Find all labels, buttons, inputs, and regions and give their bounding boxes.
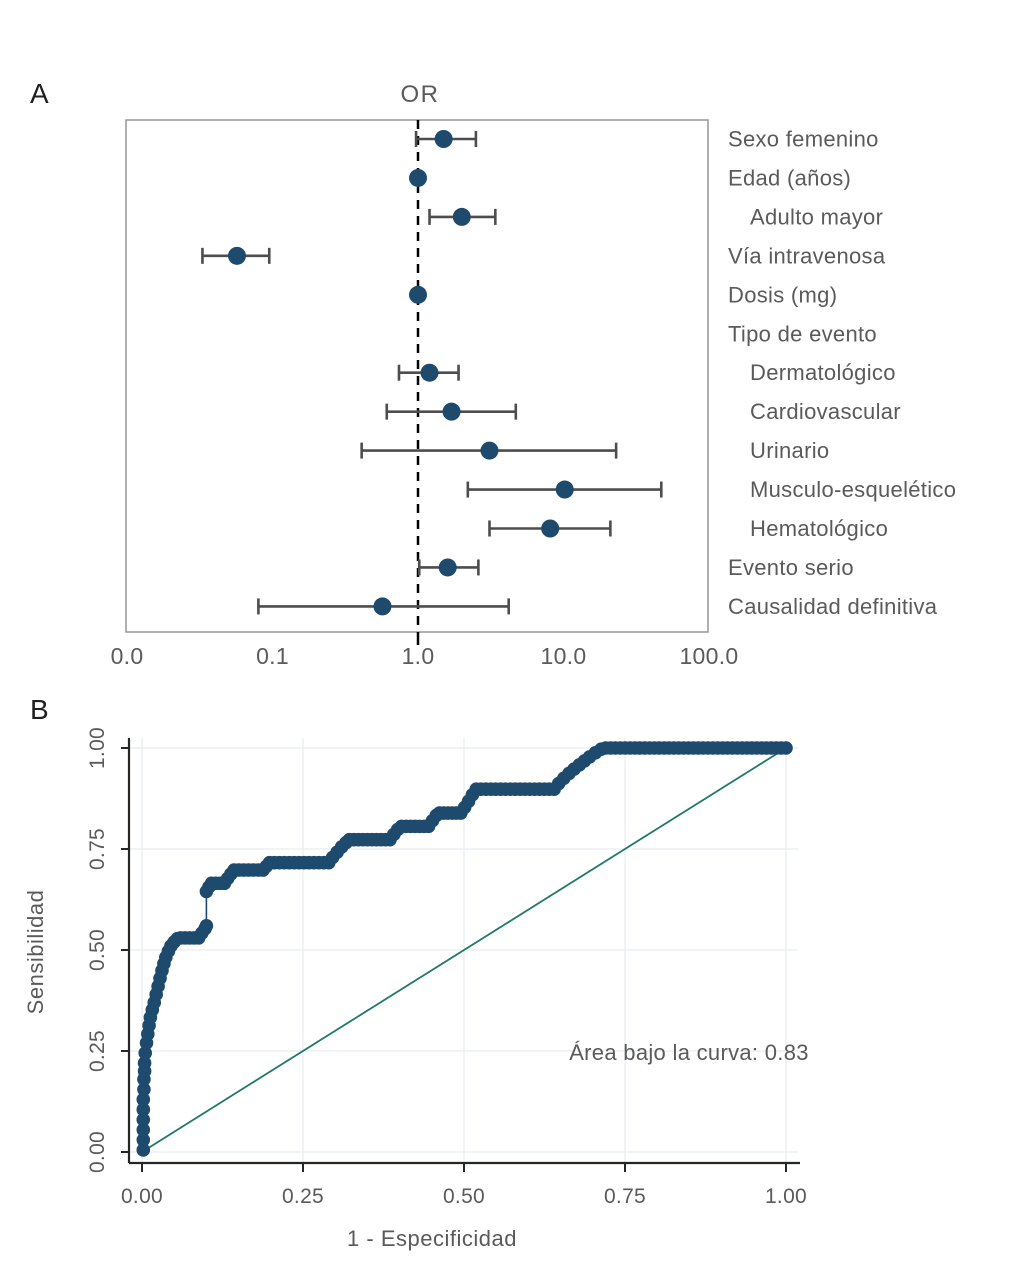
roc-y-tick-label: 0.25 — [86, 1030, 109, 1072]
roc-x-tick-label: 0.00 — [121, 1185, 163, 1208]
roc-point — [779, 741, 793, 755]
roc-point — [136, 1143, 151, 1157]
roc-x-axis-title: 1 - Especificidad — [347, 1226, 517, 1251]
auc-annotation: Área bajo la curva: 0.83 — [569, 1040, 809, 1065]
forest-row-label: Edad (años) — [728, 165, 851, 190]
roc-point — [136, 1112, 151, 1127]
roc-diagonal-reference — [141, 747, 787, 1153]
panel-a-letter: A — [30, 78, 50, 109]
roc-y-tick-label: 1.00 — [86, 727, 109, 769]
roc-x-tick-label: 1.00 — [765, 1185, 807, 1208]
panel-b-letter: B — [30, 694, 50, 725]
roc-point — [137, 1056, 152, 1070]
roc-y-tick-label: 0.50 — [86, 929, 109, 971]
forest-row-label: Dermatológico — [750, 360, 896, 385]
roc-point — [199, 918, 214, 933]
forest-x-tick-label: 10.0 — [541, 643, 587, 669]
roc-x-tick-label: 0.50 — [443, 1185, 485, 1208]
point-estimate — [555, 480, 574, 499]
forest-plot-title: OR — [400, 81, 440, 108]
roc-point — [136, 1092, 151, 1107]
point-estimate — [434, 130, 453, 148]
point-estimate — [373, 597, 392, 616]
roc-point — [137, 1082, 151, 1097]
forest-row-label: Cardiovascular — [750, 399, 901, 424]
forest-x-tick-label: 0.1 — [256, 643, 289, 669]
roc-x-tick-label: 0.25 — [282, 1185, 324, 1208]
forest-row-label: Evento serio — [728, 555, 854, 580]
forest-row-label: Adulto mayor — [750, 204, 883, 229]
roc-y-tick-label: 0.75 — [86, 828, 109, 870]
forest-x-tick-label: 0.0 — [111, 643, 144, 669]
point-estimate — [452, 207, 471, 226]
roc-x-tick-label: 0.75 — [604, 1185, 646, 1208]
forest-row-label: Dosis (mg) — [728, 282, 837, 307]
forest-row-label: Sexo femenino — [728, 127, 879, 152]
point-estimate — [541, 519, 560, 538]
roc-y-axis-title: Sensibilidad — [23, 889, 48, 1015]
roc-y-tick-label: 0.00 — [86, 1131, 109, 1173]
forest-x-tick-label: 1.0 — [402, 643, 435, 669]
roc-point — [136, 1102, 151, 1117]
roc-point — [138, 1046, 153, 1060]
forest-row-label: Hematológico — [750, 516, 888, 541]
forest-row-label: Musculo-esquelético — [750, 477, 956, 502]
forest-row-label: Vía intravenosa — [728, 243, 886, 268]
point-estimate — [420, 363, 439, 382]
point-estimate — [442, 402, 461, 421]
forest-x-tick-label: 100.0 — [679, 643, 738, 669]
point-estimate — [480, 441, 499, 460]
forest-row-label: Causalidad definitiva — [728, 594, 938, 619]
point-estimate — [409, 285, 427, 304]
forest-row-label: Tipo de evento — [728, 321, 877, 346]
roc-point — [136, 1133, 151, 1147]
point-estimate — [438, 558, 457, 577]
forest-row-label: Urinario — [750, 438, 829, 463]
point-estimate — [409, 168, 427, 187]
roc-point — [136, 1122, 151, 1137]
point-estimate — [227, 246, 246, 265]
